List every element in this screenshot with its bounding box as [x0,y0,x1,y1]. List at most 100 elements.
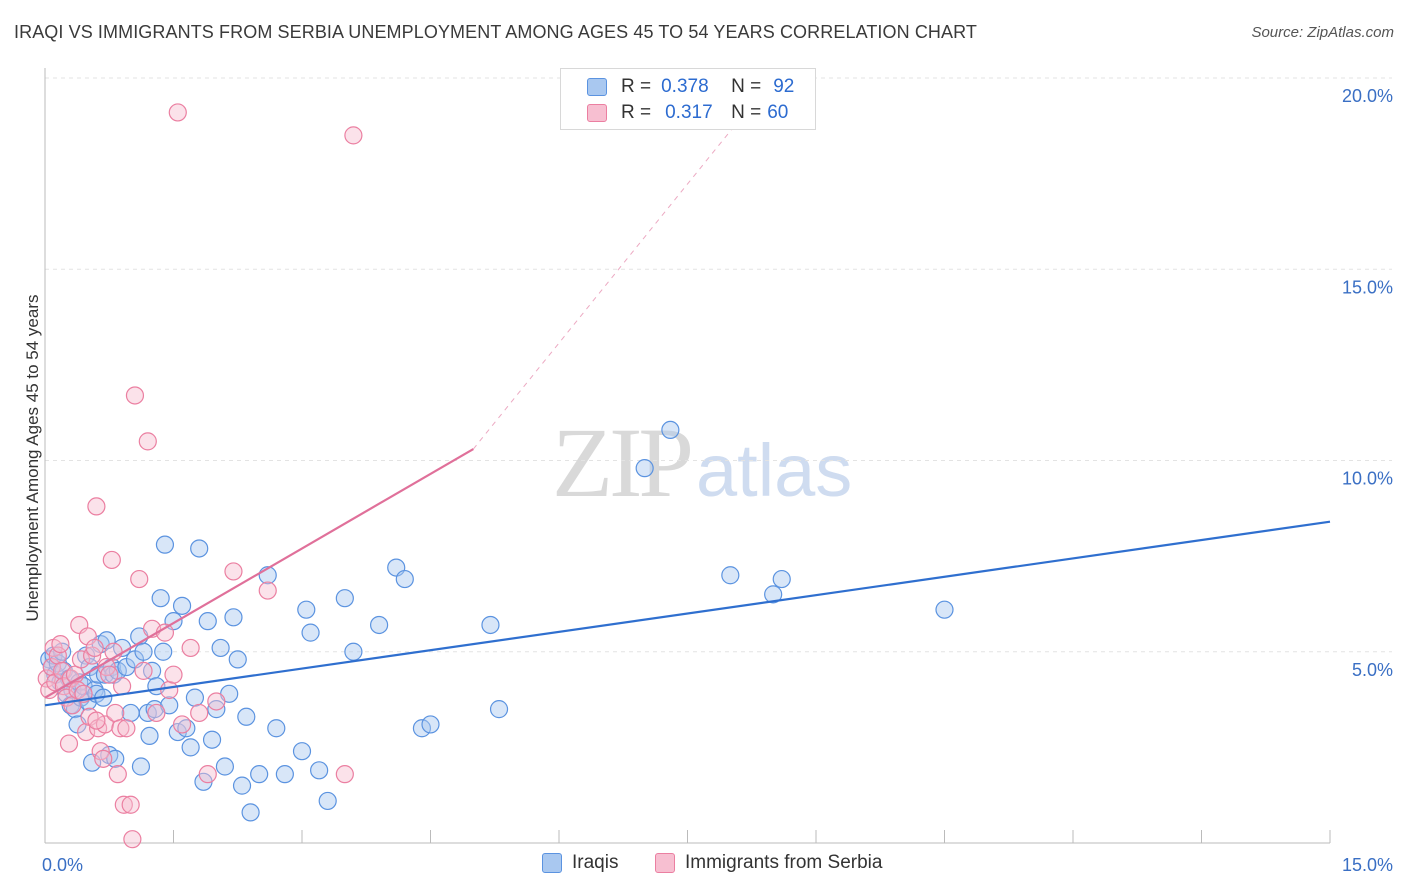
data-point [164,665,183,684]
data-point [250,765,269,784]
legend-label-iraqis: Iraqis [572,852,619,873]
series-serbia [37,103,363,849]
stats-legend: R = 0.378 N = 92 R = 0.317 N = 60 [560,68,816,130]
data-point [172,596,192,615]
data-point [37,669,56,688]
data-point [412,719,432,738]
watermark-zip: ZIP [552,407,694,518]
data-point [301,623,320,642]
data-point [232,776,252,795]
tick-labels: 5.0% 10.0% 15.0% 20.0% 0.0% 15.0% [42,86,1393,875]
data-point [121,795,140,814]
watermark: ZIPatlas [552,405,852,520]
data-point [772,569,791,589]
data-point [87,497,106,516]
legend-item-iraqis[interactable]: Iraqis [542,852,618,874]
axes [44,68,1331,844]
data-point [134,661,153,680]
data-point [117,719,136,738]
data-point [78,627,97,646]
y-tick-label: 10.0% [1342,469,1393,489]
legend-label-serbia: Immigrants from Serbia [685,852,883,873]
stats-row-serbia: R = 0.317 N = 60 [587,101,788,125]
data-point [77,722,96,742]
y-tick-label: 20.0% [1342,86,1393,106]
data-point [140,726,159,746]
data-point [106,703,125,723]
n-label: N = [731,102,762,123]
data-point [202,730,222,749]
data-point [102,550,121,570]
r-value: 0.317 [665,102,713,123]
data-point [155,535,175,554]
data-point [292,742,312,761]
y-tick-label: 5.0% [1352,660,1393,680]
data-point [112,677,132,696]
data-point [114,795,133,814]
data-point [198,765,217,784]
data-point [190,539,209,558]
x-tick-label: 15.0% [1342,855,1393,875]
data-point [267,719,286,738]
data-point [151,589,170,608]
data-point [111,719,130,738]
data-point [147,703,166,723]
data-point [224,608,243,627]
chart-title: IRAQI VS IMMIGRANTS FROM SERBIA UNEMPLOY… [14,22,978,42]
data-point [421,715,440,734]
data-point [125,386,145,405]
data-point [310,761,329,780]
series-iraqis [40,420,954,822]
data-point [275,765,294,784]
n-value: 60 [767,102,789,123]
data-point [94,749,113,768]
data-point [134,642,153,661]
data-point [297,600,316,619]
trend-line [44,448,474,699]
r-label: R = [621,76,652,97]
trend-line-extrapolated [472,77,774,450]
series-legend: Iraqis Immigrants from Serbia [0,850,1406,878]
data-point [121,703,140,723]
data-point [42,657,61,677]
data-point [241,803,260,822]
data-point [185,688,205,707]
data-point [100,665,119,684]
data-point [172,715,192,734]
data-point [59,734,79,753]
watermark-atlas: atlas [696,429,853,512]
trend-line [44,520,1331,707]
data-point [237,707,256,726]
data-point [344,642,363,661]
data-point [395,569,414,589]
data-point [318,791,337,811]
data-point [131,757,151,776]
data-point [258,581,277,600]
data-point [481,615,500,635]
swatch-blue [587,78,607,96]
n-value: 92 [773,76,795,97]
data-point [661,420,680,439]
data-point [335,765,354,784]
data-point [154,642,173,661]
data-point [721,566,740,585]
data-point [335,589,354,608]
data-point [228,650,247,669]
data-point [108,765,127,784]
x-tick-label: 0.0% [42,855,83,875]
data-point [207,700,226,719]
data-point [181,638,200,658]
trend-lines [44,77,1331,707]
r-value: 0.378 [661,76,709,97]
data-point [123,830,142,849]
data-point [181,738,200,757]
data-point [211,638,230,658]
legend-item-serbia[interactable]: Immigrants from Serbia [655,852,882,874]
data-point [85,638,104,658]
data-point [635,459,654,478]
data-point [935,600,954,619]
data-point [160,680,179,700]
data-point [138,432,157,451]
n-label: N = [731,76,762,97]
y-axis-title: Unemployment Among Ages 45 to 54 years [23,295,42,622]
